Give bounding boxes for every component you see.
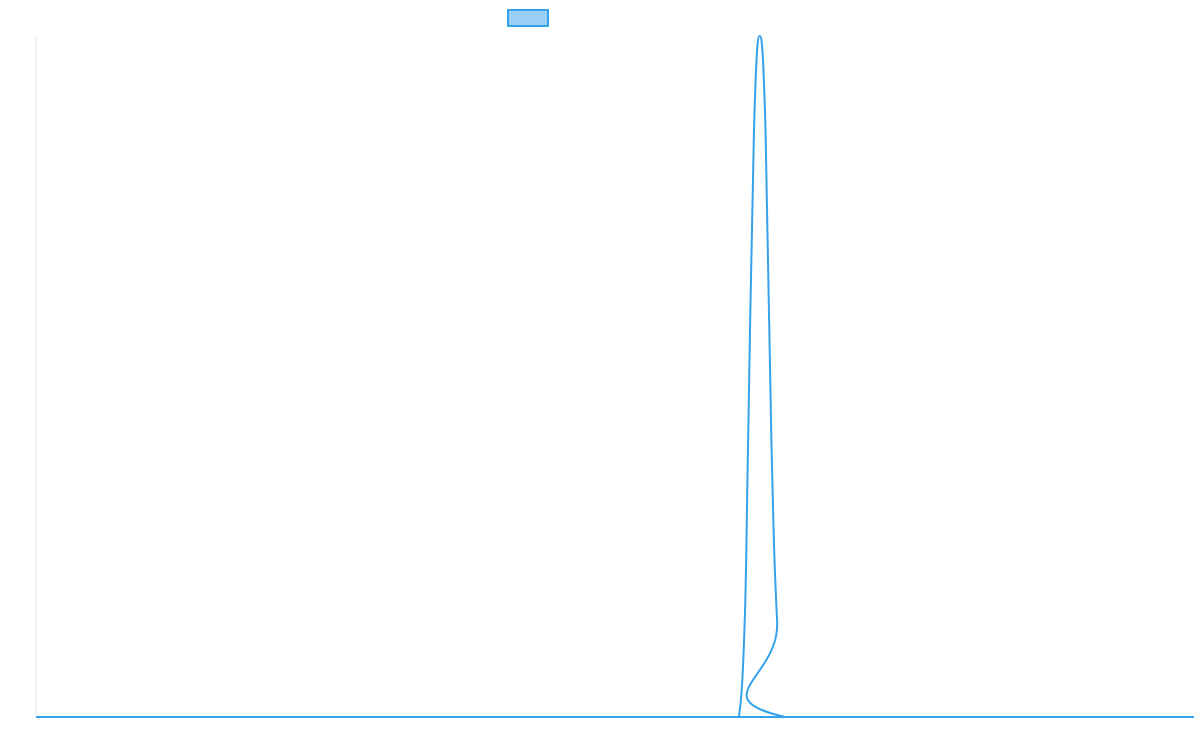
- series-line-0: [35, 35, 1194, 719]
- legend[interactable]: [507, 9, 549, 27]
- legend-swatch-0: [507, 9, 549, 27]
- series-layer: [35, 35, 1194, 719]
- axes: [35, 36, 1194, 718]
